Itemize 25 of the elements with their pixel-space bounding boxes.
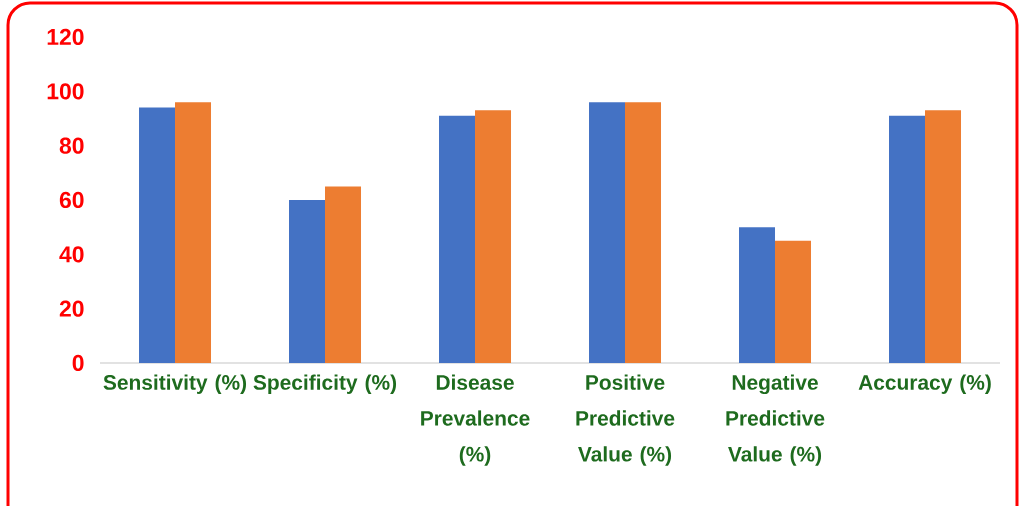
bar bbox=[589, 102, 626, 363]
x-tick-label: Positive Predictive Value (%) bbox=[576, 374, 675, 466]
bar bbox=[175, 102, 212, 363]
y-tick-label: 20 bbox=[59, 300, 84, 317]
bar bbox=[625, 102, 662, 363]
y-tick-label: 60 bbox=[59, 191, 84, 209]
x-tick-label: Negative Predictive Value (%) bbox=[726, 374, 825, 466]
bar bbox=[475, 110, 512, 363]
bar bbox=[325, 186, 362, 363]
y-tick-label: 80 bbox=[59, 137, 84, 154]
x-tick-label: Specificity (%) bbox=[253, 374, 397, 395]
bar bbox=[439, 115, 476, 363]
bar bbox=[925, 110, 961, 363]
y-tick-label: 100 bbox=[47, 83, 84, 100]
x-tick-label: Sensitivity (%) bbox=[103, 374, 247, 395]
x-tick-label: Disease Prevalence (%) bbox=[421, 374, 530, 466]
y-tick-label: 40 bbox=[59, 246, 84, 263]
bar bbox=[139, 107, 176, 363]
x-tick-label: Accuracy (%) bbox=[858, 374, 991, 395]
bar bbox=[739, 227, 776, 363]
y-tick-label: 120 bbox=[47, 28, 84, 46]
bar bbox=[775, 240, 812, 363]
bar bbox=[289, 199, 326, 363]
y-tick-label: 0 bbox=[72, 354, 84, 372]
bar bbox=[889, 115, 925, 363]
